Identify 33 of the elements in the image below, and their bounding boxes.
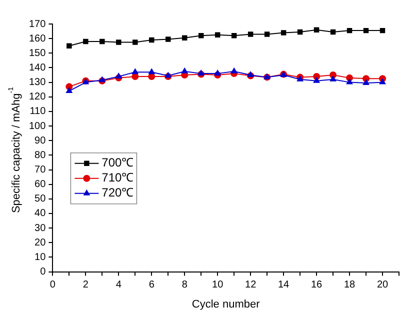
x-tick-label: 18: [344, 280, 356, 291]
y-tick-label: 50: [34, 194, 46, 205]
y-tick-label: 170: [28, 18, 46, 30]
x-tick-label: 10: [212, 280, 224, 291]
y-tick-label: 140: [28, 62, 46, 74]
x-tick-label: 6: [148, 280, 155, 291]
x-tick-label: 2: [82, 280, 89, 291]
y-tick-label: 160: [28, 33, 46, 44]
legend-label: 710℃: [102, 170, 134, 185]
y-tick-label: 150: [28, 48, 46, 59]
y-tick-label: 130: [28, 77, 46, 88]
y-tick-label: 120: [28, 92, 46, 103]
x-tick-label: 4: [116, 280, 122, 291]
x-tick-label: 0: [50, 280, 56, 291]
x-tick-label: 8: [182, 280, 188, 291]
x-tick-label: 12: [245, 280, 257, 291]
x-tick-label: 20: [376, 280, 389, 291]
y-tick-label: 90: [34, 135, 46, 146]
y-tick-label: 20: [34, 237, 46, 248]
y-tick-label: 70: [34, 164, 46, 176]
legend-label: 700℃: [102, 156, 134, 170]
y-tick-label: 10: [34, 252, 46, 263]
y-tick-label: 0: [40, 266, 46, 278]
y-tick-label: 100: [28, 120, 46, 132]
y-tick-label: 80: [34, 150, 46, 161]
legend-label: 720℃: [102, 186, 134, 200]
x-axis-title: Cycle number: [192, 298, 260, 310]
y-tick-label: 60: [34, 179, 46, 190]
x-tick-label: 14: [278, 280, 290, 291]
y-tick-label: 110: [30, 106, 46, 118]
y-tick-label: 30: [34, 222, 46, 234]
y-tick-label: 40: [34, 208, 46, 220]
x-tick-label: 16: [310, 280, 323, 291]
